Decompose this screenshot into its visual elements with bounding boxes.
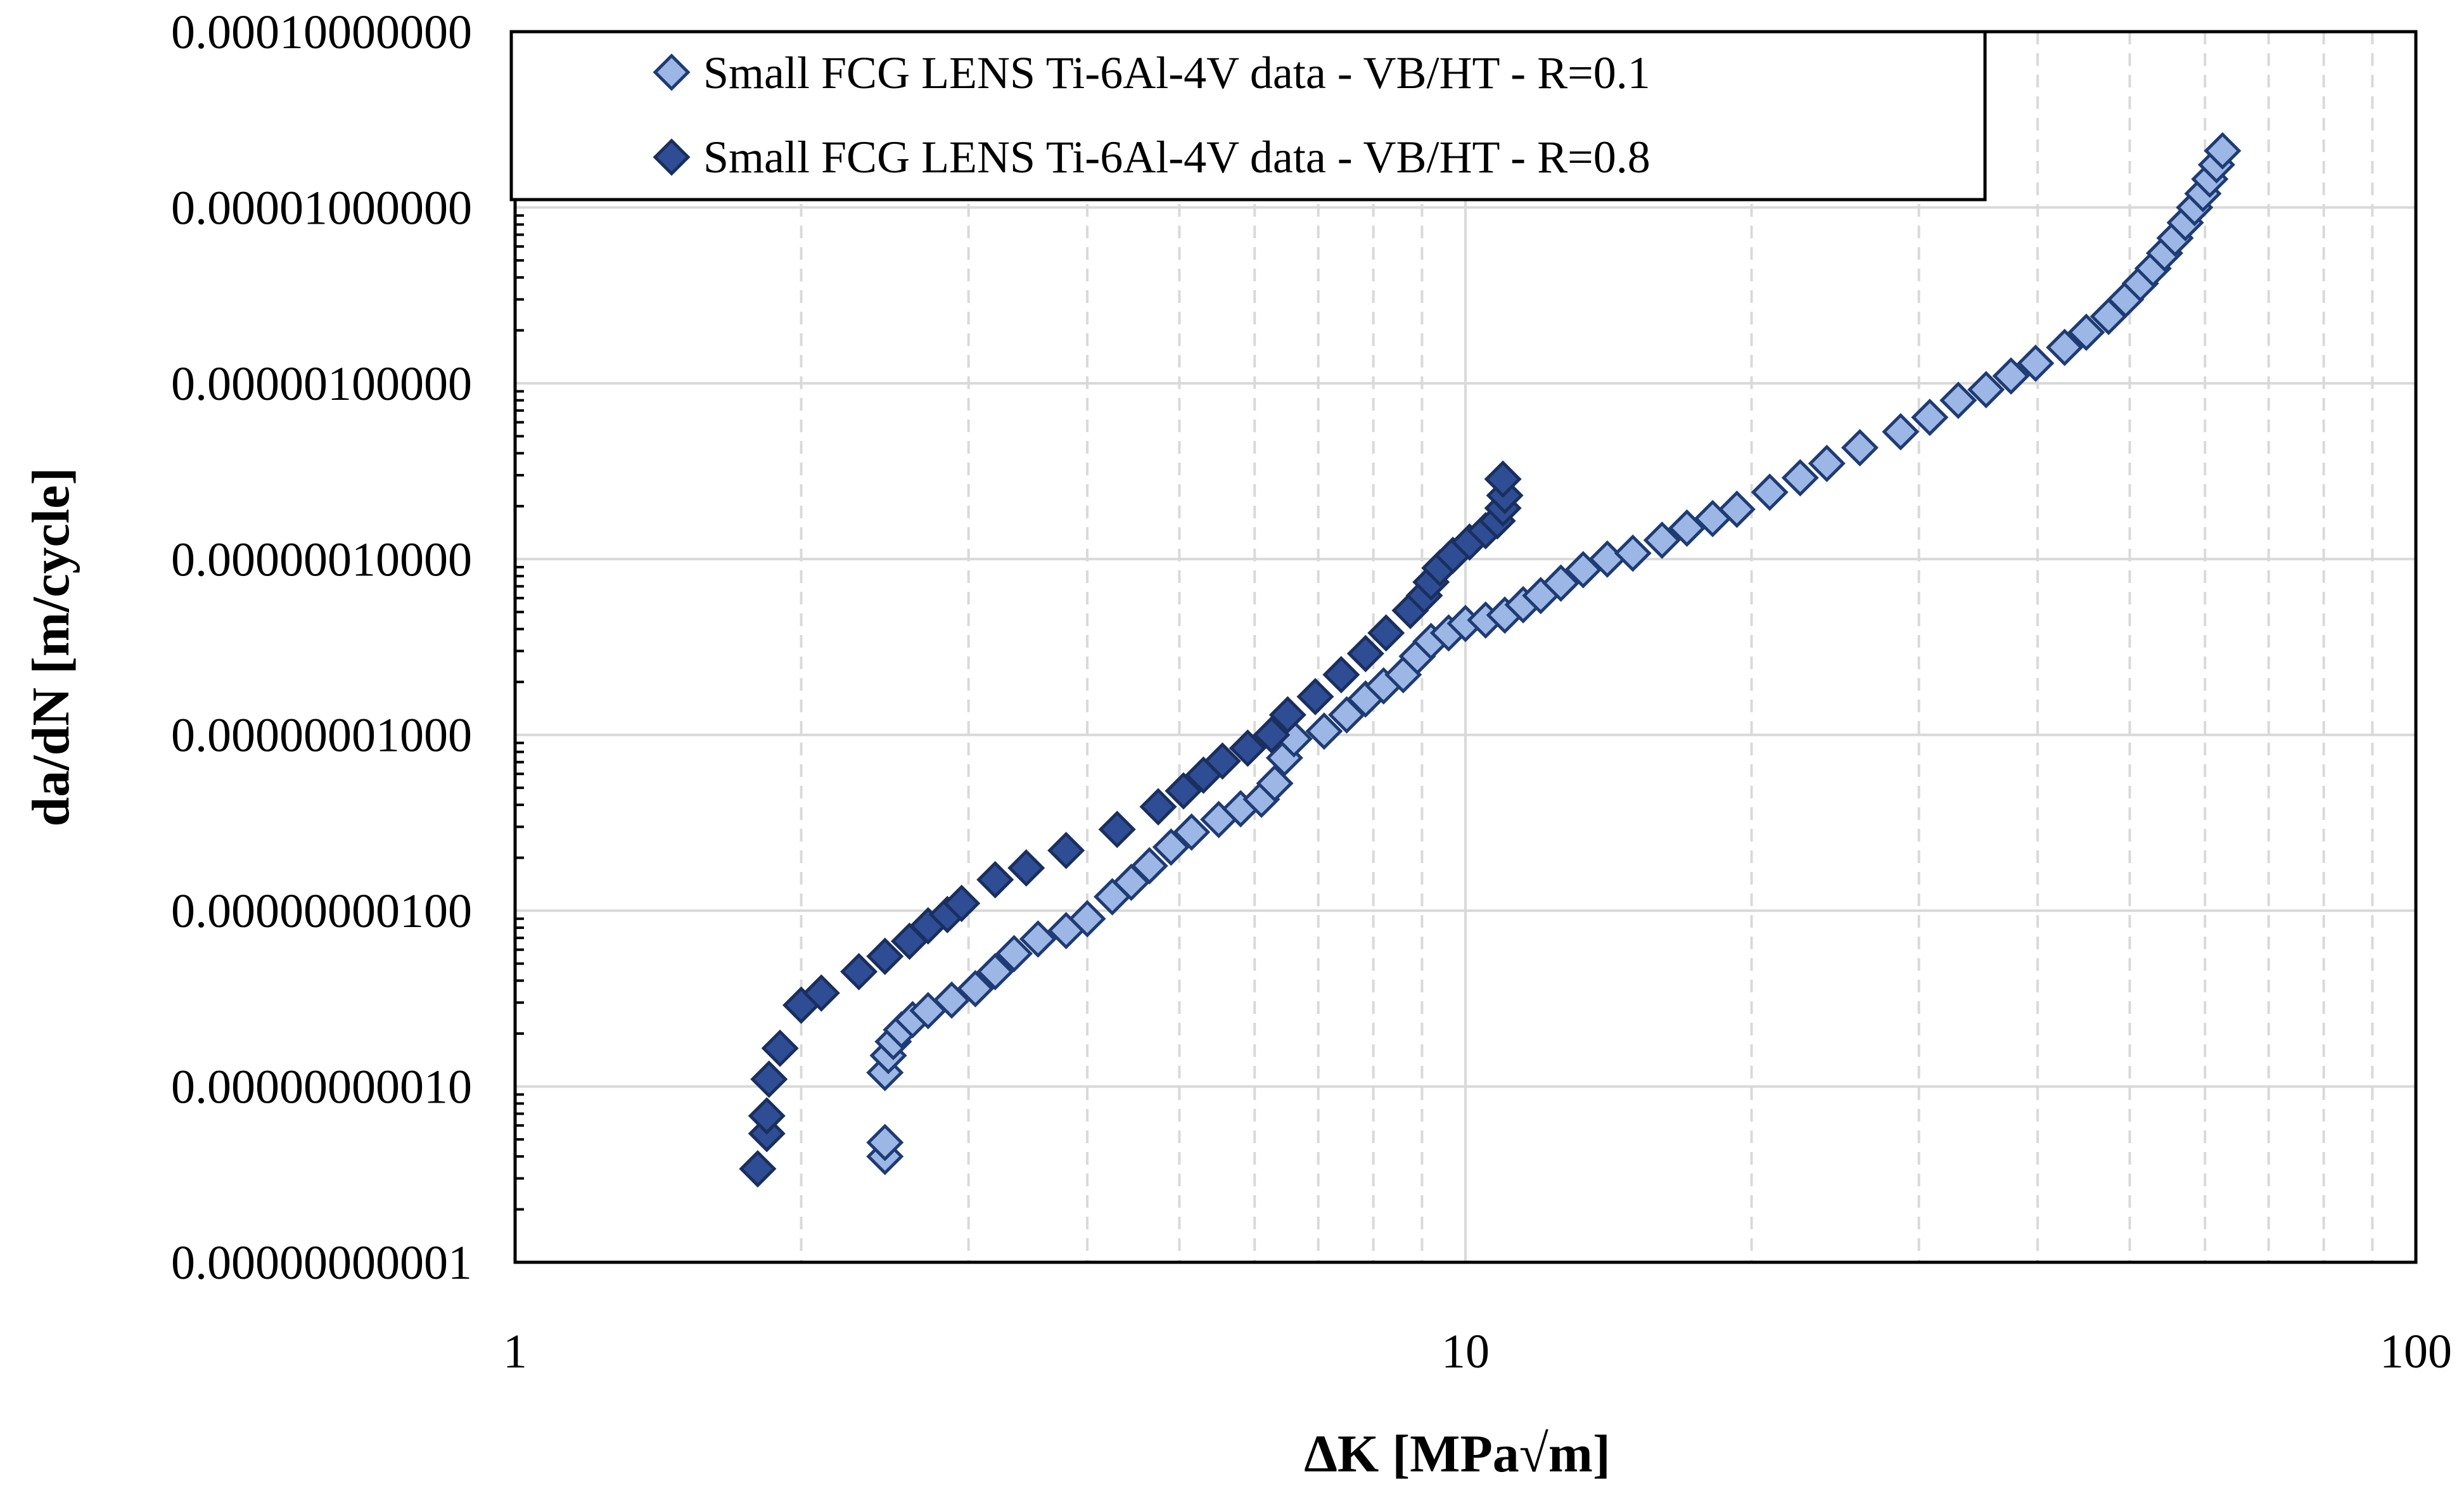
data-point-series-2 — [1484, 460, 1522, 498]
data-point-series-1 — [2017, 344, 2055, 382]
series-2-markers — [739, 460, 1524, 1188]
data-point-series-2 — [1346, 634, 1384, 672]
data-point-series-1 — [1841, 429, 1879, 467]
data-point-series-2 — [1367, 614, 1405, 652]
x-tick-label: 1 — [503, 1325, 527, 1378]
data-point-series-1 — [2067, 313, 2105, 351]
data-point-series-2 — [750, 1060, 788, 1098]
data-point-series-1 — [2046, 328, 2084, 366]
data-point-series-1 — [1751, 473, 1789, 511]
data-point-series-1 — [1967, 371, 2005, 409]
minor-gridlines — [800, 32, 2374, 1262]
data-point-series-2 — [1296, 677, 1334, 715]
data-point-series-2 — [866, 937, 904, 975]
data-point-series-2 — [1268, 696, 1306, 734]
data-point-series-1 — [1173, 813, 1211, 851]
data-point-series-1 — [1643, 522, 1681, 560]
data-point-series-2 — [1253, 716, 1291, 754]
y-tick-label: 0.00000000001 — [171, 1236, 472, 1290]
data-point-series-2 — [748, 1097, 786, 1135]
data-point-series-1 — [1939, 381, 1977, 419]
x-tick-labels: 1 10 100 — [503, 1325, 2452, 1378]
y-axis-title: da/dN [m/cycle] — [22, 468, 80, 827]
legend: Small FCG LENS Ti-6Al-4V data - VB/HT - … — [509, 30, 1987, 202]
data-point-series-1 — [1305, 712, 1343, 750]
data-point-series-1 — [1911, 399, 1949, 437]
data-point-series-1 — [1542, 564, 1580, 602]
y-tick-label: 0.00001000000 — [171, 181, 472, 234]
data-point-series-2 — [739, 1150, 777, 1188]
y-tick-label: 0.00000001000 — [171, 709, 472, 762]
data-point-series-1 — [1256, 764, 1294, 802]
data-point-series-2 — [840, 952, 878, 990]
x-tick-label: 100 — [2380, 1325, 2452, 1378]
data-point-series-1 — [956, 970, 994, 1008]
data-point-series-2 — [1322, 656, 1360, 694]
legend-label-r08: Small FCG LENS Ti-6Al-4V data - VB/HT - … — [703, 132, 1650, 182]
y-tick-label: 0.00000100000 — [171, 357, 472, 411]
data-point-series-1 — [1882, 413, 1920, 451]
legend-marker-r08 — [653, 138, 691, 176]
data-point-series-1 — [1781, 459, 1819, 497]
legend-marker-r01 — [653, 53, 691, 91]
data-point-series-1 — [1992, 357, 2030, 395]
data-point-series-2 — [761, 1029, 799, 1067]
y-tick-label: 0.00000000010 — [171, 1061, 472, 1114]
data-point-series-1 — [1019, 920, 1057, 958]
data-point-series-1 — [1668, 509, 1706, 547]
data-point-series-2 — [1047, 831, 1085, 869]
data-point-series-1 — [2204, 132, 2242, 170]
x-axis-title: ΔK [MPa√m] — [1304, 1424, 1611, 1483]
y-tick-label: 0.00010000000 — [171, 6, 472, 59]
major-gridlines — [515, 32, 2416, 1262]
data-point-series-1 — [1068, 900, 1106, 938]
data-point-series-1 — [866, 1054, 904, 1092]
data-point-series-1 — [866, 1124, 904, 1162]
data-point-series-1 — [1718, 490, 1756, 528]
y-tick-label: 0.00000010000 — [171, 533, 472, 586]
series-1-markers — [866, 132, 2242, 1175]
data-point-series-2 — [943, 885, 981, 923]
y-tick-labels: 0.00010000000 0.00001000000 0.00000100000 0… — [171, 6, 472, 1290]
data-point-series-2 — [1139, 788, 1177, 826]
data-point-series-1 — [1130, 847, 1168, 885]
data-point-series-2 — [1229, 729, 1267, 767]
legend-label-r01: Small FCG LENS Ti-6Al-4V data - VB/HT - … — [703, 48, 1650, 98]
data-markers — [739, 132, 2242, 1188]
y-tick-label: 0.00000000100 — [171, 885, 472, 938]
data-point-series-2 — [802, 974, 840, 1012]
data-point-series-2 — [976, 861, 1014, 899]
x-tick-label: 10 — [1441, 1325, 1490, 1378]
data-point-series-1 — [1614, 534, 1652, 572]
data-point-series-2 — [1203, 742, 1241, 780]
data-point-series-2 — [1007, 849, 1045, 887]
data-point-series-1 — [995, 935, 1033, 973]
data-point-series-1 — [1808, 444, 1846, 482]
data-point-series-2 — [1165, 772, 1203, 810]
data-point-series-1 — [1152, 828, 1190, 866]
data-point-series-1 — [976, 952, 1014, 990]
data-point-series-2 — [1098, 810, 1136, 848]
legend-box — [509, 30, 1987, 202]
